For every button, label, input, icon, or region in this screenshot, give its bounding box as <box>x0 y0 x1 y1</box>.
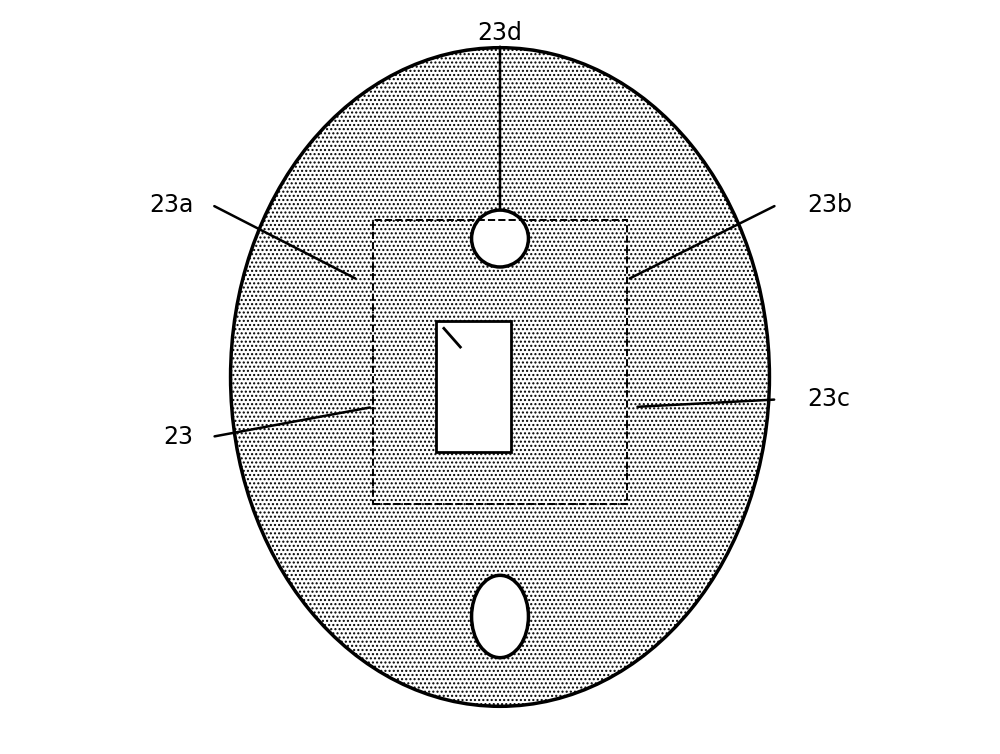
Text: 23b: 23b <box>807 193 852 217</box>
Text: 23: 23 <box>163 425 193 449</box>
Ellipse shape <box>231 48 769 706</box>
Ellipse shape <box>472 575 528 657</box>
Text: 23d: 23d <box>478 20 522 44</box>
Bar <box>436 321 511 452</box>
Text: 23c: 23c <box>807 388 850 412</box>
Text: 23a: 23a <box>149 193 193 217</box>
Bar <box>373 220 627 504</box>
Ellipse shape <box>472 210 528 267</box>
